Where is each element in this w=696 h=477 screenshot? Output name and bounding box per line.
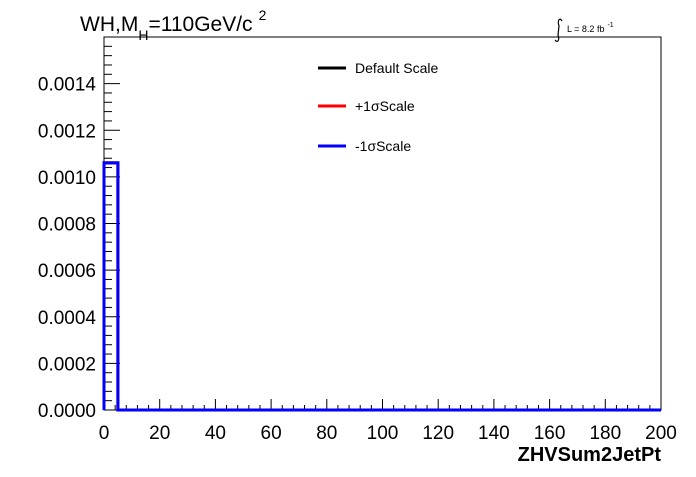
legend-label-minus1sigma: -1σScale (355, 138, 411, 154)
legend-item-default: Default Scale (318, 60, 438, 76)
y-tick-label: 0.0004 (38, 308, 97, 329)
lumi-superscript: -1 (607, 22, 613, 29)
y-tick-label: 0.0008 (38, 215, 96, 236)
series-minus1sigma-scale (102, 161, 661, 412)
legend-item-plus1sigma: +1σScale (318, 98, 415, 114)
x-tick-label: 100 (367, 423, 399, 444)
x-tick-label: 0 (99, 423, 110, 444)
chart-title-subscript: H (138, 27, 148, 43)
chart-title: WH,MH=110GeV/c 2 (80, 7, 267, 43)
legend-item-minus1sigma: -1σScale (318, 138, 411, 154)
x-axis-label: ZHVSum2JetPt (518, 444, 662, 466)
x-tick-label: 80 (316, 423, 337, 444)
chart-title-suffix: =110GeV/c (148, 13, 252, 36)
x-tick-label: 180 (589, 423, 621, 444)
lumi-value: L = 8.2 fb (567, 24, 604, 34)
y-tick-label: 0.0012 (38, 121, 96, 142)
x-tick-label: 200 (645, 423, 677, 444)
series-layer (102, 161, 661, 412)
y-tick-label: 0.0002 (38, 354, 96, 375)
lumi-label: L = 8.2 fb -1 (554, 18, 614, 42)
x-tick-label: 60 (261, 423, 282, 444)
y-axis: 0.0000 0.0002 0.0004 0.0006 0.0008 0.0010 0.00… (38, 36, 120, 422)
chart-title-superscript: 2 (259, 7, 267, 23)
chart-title-prefix: WH,M (80, 13, 138, 36)
x-tick-label: 120 (422, 423, 454, 444)
series-plus1sigma-scale (102, 161, 661, 412)
y-tick-label: 0.0010 (38, 168, 96, 189)
legend: Default Scale +1σScale -1σScale (318, 60, 438, 154)
x-tick-label: 160 (534, 423, 566, 444)
lumi-text: L = 8.2 fb -1 (567, 22, 614, 34)
legend-label-plus1sigma: +1σScale (355, 98, 415, 114)
series-default-scale (102, 161, 661, 412)
y-tick-label: 0.0000 (38, 401, 96, 422)
plot-frame (103, 36, 662, 411)
y-tick-label: 0.0014 (38, 75, 97, 96)
x-tick-label: 40 (205, 423, 226, 444)
y-tick-label: 0.0006 (38, 261, 96, 282)
integral-sign (554, 18, 563, 42)
legend-label-default: Default Scale (355, 60, 438, 76)
x-axis: 0 20 40 60 80 100 120 140 160 180 200 (99, 399, 677, 444)
x-tick-label: 140 (478, 423, 510, 444)
x-tick-label: 20 (149, 423, 170, 444)
